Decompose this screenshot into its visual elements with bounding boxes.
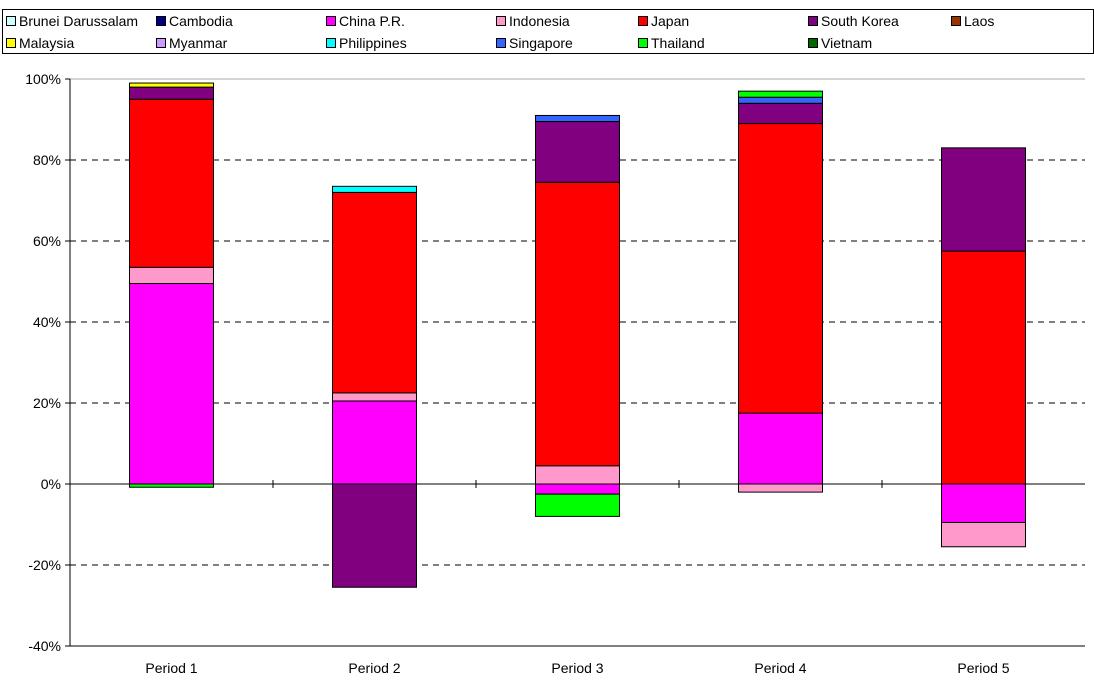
bar-segment [332,185,417,193]
x-tick-label: Period 3 [551,660,603,676]
legend-swatch [951,16,961,26]
bar-segment [129,86,214,100]
legend-item: South Korea [808,12,899,30]
y-tick-label: 40% [33,314,61,330]
legend: Brunei Darussalam Cambodia China P.R. Indon… [2,9,1094,54]
bar-segment [129,266,214,285]
legend-label: Japan [651,13,690,29]
bar-segment [941,147,1026,252]
legend-swatch [496,16,506,26]
legend-item: Japan [638,12,689,30]
bar-segment [332,483,417,588]
legend-swatch [326,38,336,48]
bar-segment [738,96,823,104]
legend-label: South Korea [821,13,899,29]
legend-item: Singapore [496,34,573,52]
y-tick-label: 100% [25,71,61,87]
legend-item: Vietnam [808,34,872,52]
legend-swatch [156,16,166,26]
bar-segment [332,392,417,402]
legend-swatch [156,38,166,48]
legend-label: Laos [964,13,995,29]
bar-segment [941,250,1026,485]
legend-item: Malaysia [6,34,74,52]
bar-segment [129,82,214,88]
bar-segment [738,90,823,98]
x-tick-label: Period 2 [348,660,400,676]
y-tick-label: 60% [33,233,61,249]
legend-swatch [638,38,648,48]
legend-label: Vietnam [821,35,873,51]
legend-label: Indonesia [509,13,570,29]
bar-segment [738,123,823,414]
bar-segment [332,191,417,394]
legend-label: Philippines [339,35,407,51]
legend-item: Brunei Darussalam [6,12,138,30]
y-tick-label: 20% [33,395,61,411]
legend-swatch [808,16,818,26]
legend-swatch [6,16,16,26]
legend-label: China P.R. [339,13,405,29]
bar-segment [941,521,1026,548]
x-tick-label: Period 5 [957,660,1009,676]
legend-item: Thailand [638,34,705,52]
legend-label: Singapore [509,35,573,51]
legend-label: Malaysia [19,35,75,51]
legend-item: Myanmar [156,34,227,52]
legend-swatch [496,38,506,48]
bar-segment [129,98,214,268]
bar-segment [738,412,823,485]
bar-segment [535,465,620,485]
legend-label: Myanmar [169,35,228,51]
legend-swatch [808,38,818,48]
y-tick-label: -40% [28,638,61,654]
bar-segment [535,114,620,123]
bar-segment [129,283,214,485]
legend-item: Indonesia [496,12,570,30]
bar-segment [941,483,1026,523]
legend-item: Cambodia [156,12,233,30]
legend-item: Laos [951,12,994,30]
bar-segment [738,102,823,125]
legend-swatch [638,16,648,26]
y-tick-label: -20% [28,557,61,573]
legend-swatch [6,38,16,48]
legend-label: Brunei Darussalam [19,13,139,29]
bar-segment [738,483,823,493]
legend-item: Philippines [326,34,407,52]
legend-swatch [326,16,336,26]
bar-segment [535,493,620,517]
bar-segment [535,181,620,467]
y-tick-label: 80% [33,152,61,168]
y-tick-label: 0% [41,476,61,492]
bar-segment [332,400,417,485]
x-tick-label: Period 4 [754,660,806,676]
bar-segment [535,121,620,183]
legend-label: Thailand [651,35,705,51]
legend-item: China P.R. [326,12,405,30]
legend-label: Cambodia [169,13,233,29]
bar-segment [535,483,620,495]
x-tick-label: Period 1 [145,660,197,676]
